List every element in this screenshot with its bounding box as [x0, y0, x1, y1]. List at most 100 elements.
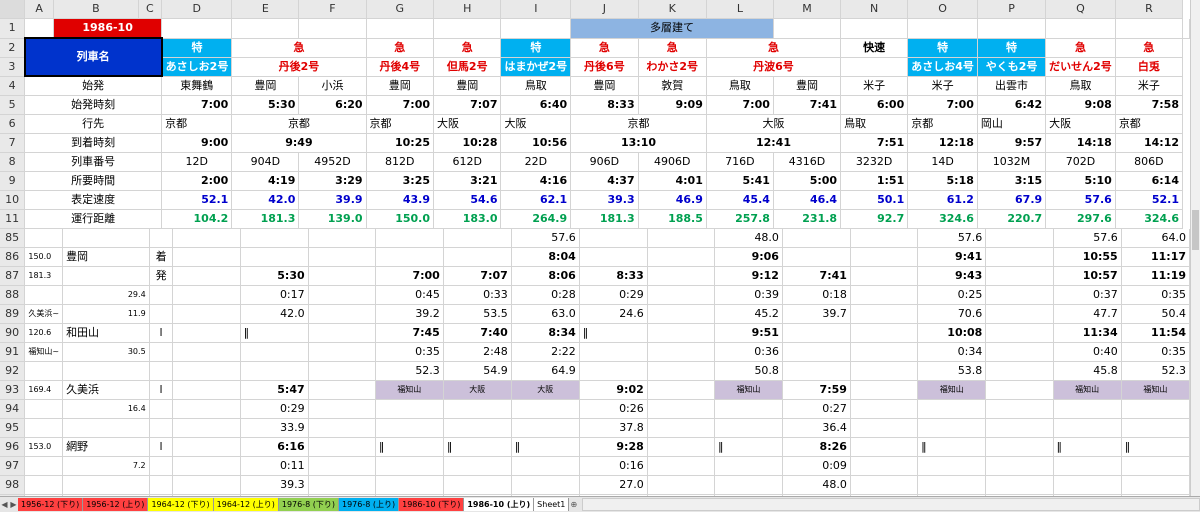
cell[interactable]: 大阪 — [433, 114, 502, 134]
cell[interactable] — [782, 323, 851, 343]
cell[interactable] — [985, 266, 1054, 286]
row-header[interactable]: 4 — [0, 76, 26, 96]
name-cell-p[interactable]: やくも2号 — [977, 57, 1047, 77]
mark-cell[interactable]: l — [149, 380, 174, 400]
label-dest[interactable]: 行先 — [24, 114, 163, 134]
cell[interactable]: 京都 — [231, 114, 367, 134]
cell[interactable]: 50.1 — [840, 190, 909, 210]
cell[interactable] — [985, 323, 1054, 343]
cell[interactable] — [172, 285, 241, 305]
segment-cell[interactable] — [62, 361, 150, 381]
cell[interactable]: 大阪 — [1045, 114, 1116, 134]
cell[interactable]: 70.6 — [917, 304, 987, 324]
cell[interactable]: 50.4 — [1121, 304, 1190, 324]
segment-cell[interactable]: 7.2 — [62, 456, 150, 476]
cell[interactable]: 東舞鶴 — [161, 76, 233, 96]
col-header-k[interactable]: K — [638, 0, 707, 19]
cell[interactable] — [647, 304, 715, 324]
cell[interactable] — [511, 418, 580, 438]
cell[interactable] — [172, 304, 241, 324]
cell[interactable]: 豊岡 — [231, 76, 300, 96]
cell[interactable] — [172, 323, 241, 343]
cell[interactable]: 45.8 — [1053, 361, 1122, 381]
cell[interactable]: 1032M — [977, 152, 1047, 172]
row-header[interactable]: 6 — [0, 114, 26, 134]
cell[interactable]: 7:45 — [375, 323, 444, 343]
cell[interactable]: ‖ — [240, 323, 309, 343]
cell[interactable] — [917, 475, 987, 495]
label-origin[interactable]: 始発 — [24, 76, 163, 96]
cell[interactable]: 52.1 — [161, 190, 233, 210]
cell[interactable]: 7:00 — [375, 266, 444, 286]
cell[interactable] — [647, 380, 715, 400]
cell[interactable] — [366, 18, 435, 39]
col-header-c[interactable]: C — [138, 0, 163, 19]
spreadsheet-grid[interactable]: A B C D E F G H I J K L M N O P Q R 1 19… — [0, 0, 1190, 496]
cell[interactable] — [985, 475, 1054, 495]
cell[interactable]: 45.4 — [706, 190, 774, 210]
cell[interactable]: 5:41 — [706, 171, 774, 191]
cell[interactable] — [1121, 494, 1190, 496]
cell[interactable]: 12:18 — [907, 133, 978, 153]
cell[interactable]: 8:35 — [782, 494, 851, 496]
cell[interactable] — [850, 456, 919, 476]
cell[interactable] — [1053, 456, 1122, 476]
cell[interactable]: 1:51 — [840, 171, 909, 191]
cell[interactable] — [850, 475, 919, 495]
row-header[interactable]: 92 — [0, 361, 26, 381]
cell[interactable]: 150.0 — [366, 209, 435, 229]
cell[interactable] — [375, 229, 444, 248]
cell[interactable]: 33.9 — [240, 418, 309, 438]
segment-cell[interactable]: 16.4 — [62, 399, 150, 419]
cell[interactable]: 5:00 — [773, 171, 842, 191]
type-cell-q[interactable]: 急 — [1045, 38, 1116, 58]
cell[interactable]: ‖ — [579, 323, 648, 343]
cell[interactable] — [172, 399, 241, 419]
cell[interactable]: 8:33 — [570, 95, 639, 115]
type-cell-l[interactable]: 急 — [706, 38, 842, 58]
cell[interactable]: 181.3 — [570, 209, 639, 229]
cell[interactable]: 0:36 — [714, 342, 783, 362]
cell[interactable] — [240, 247, 309, 267]
cell[interactable]: 7:00 — [366, 95, 435, 115]
col-header-p[interactable]: P — [977, 0, 1047, 19]
row-header[interactable]: 87 — [0, 266, 26, 286]
cell[interactable] — [511, 456, 580, 476]
cell[interactable]: 敦賀 — [638, 76, 707, 96]
cell[interactable] — [433, 18, 502, 39]
cell[interactable] — [375, 475, 444, 495]
cell[interactable]: 8:26 — [782, 437, 851, 457]
cell[interactable]: 3:15 — [977, 171, 1047, 191]
cell[interactable]: 3:25 — [366, 171, 435, 191]
cell[interactable] — [985, 456, 1054, 476]
cell[interactable]: 324.6 — [1115, 209, 1184, 229]
name-cell-i[interactable]: はまかぜ2号 — [500, 57, 572, 77]
cell[interactable]: 4:37 — [570, 171, 639, 191]
cell[interactable]: 9:08 — [1045, 95, 1116, 115]
cell[interactable]: 0:45 — [375, 285, 444, 305]
train-name-header[interactable]: 列車名 — [23, 37, 163, 77]
row-header[interactable]: 88 — [0, 285, 26, 305]
cell[interactable]: 大阪 — [443, 380, 512, 400]
cell[interactable]: 出雲市 — [977, 76, 1047, 96]
mark-cell[interactable] — [149, 342, 174, 362]
cell[interactable] — [240, 342, 309, 362]
cell[interactable] — [1115, 18, 1184, 39]
cell[interactable]: 0:27 — [782, 399, 851, 419]
mark-cell[interactable]: l — [149, 437, 174, 457]
cell[interactable]: 2:22 — [511, 342, 580, 362]
cell[interactable] — [172, 229, 241, 248]
km-cell[interactable]: 145.8 — [24, 494, 64, 496]
cell[interactable]: 24.6 — [579, 304, 648, 324]
cell[interactable] — [647, 418, 715, 438]
cell[interactable]: 57.6 — [917, 229, 987, 248]
cell[interactable] — [511, 494, 580, 496]
name-cell-o[interactable]: あさしお4号 — [907, 57, 978, 77]
cell[interactable]: 5:47 — [240, 380, 309, 400]
cell[interactable]: 3:21 — [433, 171, 502, 191]
cell[interactable]: 53.5 — [443, 304, 512, 324]
cell[interactable]: 8:04 — [511, 247, 580, 267]
mark-cell[interactable] — [149, 399, 174, 419]
type-cell-g[interactable]: 急 — [366, 38, 435, 58]
cell[interactable]: 10:28 — [433, 133, 502, 153]
